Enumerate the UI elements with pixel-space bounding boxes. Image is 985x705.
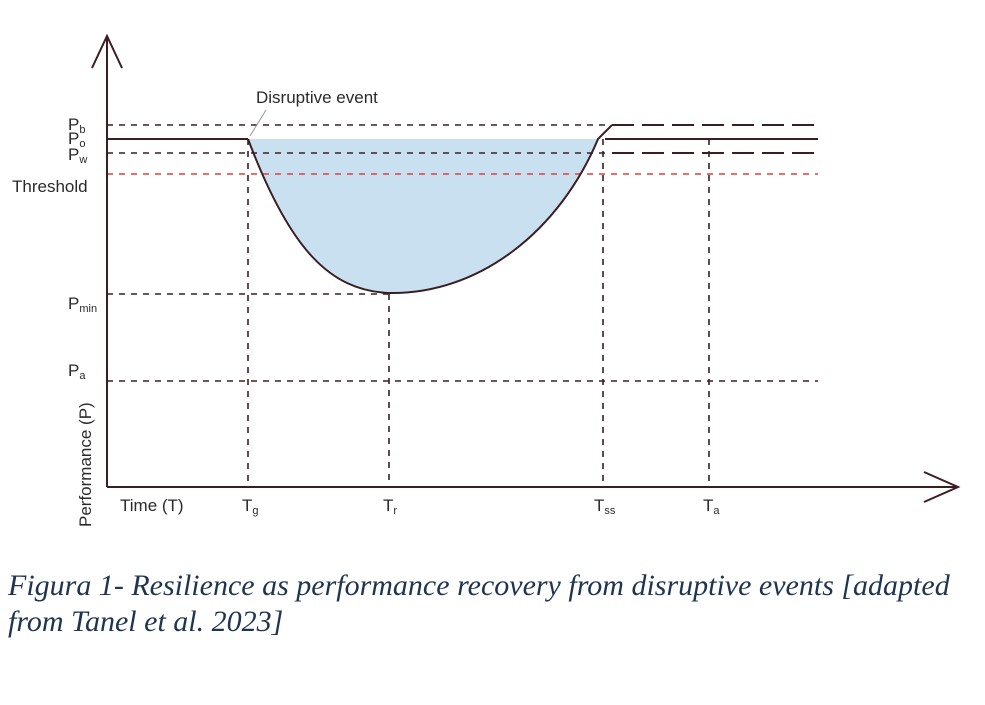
performance-curve [247, 124, 613, 295]
pmin-label: Pmin [68, 294, 97, 315]
tss-label: Tss [594, 496, 616, 517]
tg-label: Tg [242, 496, 259, 517]
disruptive-event-label: Disruptive event [256, 88, 378, 107]
performance-loss-area [248, 139, 598, 294]
figure-caption: Figura 1- Resilience as performance reco… [8, 569, 950, 638]
resilience-diagram: Disruptive event Pb Po Pw Threshold Pmin… [12, 33, 961, 527]
ta-label: Ta [703, 496, 720, 517]
x-axis-title: Time (T) [120, 496, 184, 515]
po-label: Po [68, 129, 85, 150]
disruptive-event-pointer [249, 109, 267, 137]
threshold-label: Threshold [12, 177, 88, 196]
pw-label: Pw [68, 145, 87, 166]
pb-label: Pb [68, 115, 85, 136]
y-axis-arrowhead [91, 33, 123, 69]
y-axis-title: Performance (P) [76, 402, 95, 527]
pa-label: Pa [68, 361, 86, 382]
x-axis-arrowhead [923, 471, 961, 503]
tr-label: Tr [383, 496, 397, 517]
